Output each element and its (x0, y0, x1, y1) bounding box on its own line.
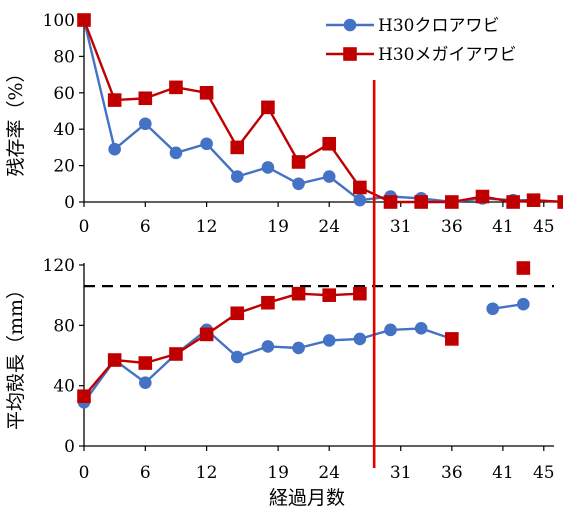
x-tick-label: 36 (441, 463, 463, 483)
data-point-square (353, 180, 367, 195)
survival-rate-panel: 0 20 40 60 80 100 0 6 12 19 24 31 36 41 45 残存率（%） H30クロア… (5, 11, 563, 237)
data-point-square (445, 332, 459, 346)
x-tick-label: 0 (79, 217, 90, 237)
data-point-square (261, 100, 275, 115)
y-tick-label: 100 (43, 11, 75, 31)
data-point-circle (108, 142, 121, 156)
series-line (83, 292, 360, 397)
data-point-circle (353, 193, 367, 207)
data-point-square (261, 295, 275, 310)
data-point-circle (139, 117, 152, 131)
data-point-square (230, 306, 245, 321)
legend-label: H30クロアワビ (378, 16, 499, 36)
y-tick-label: 80 (53, 47, 75, 67)
data-point-square (557, 195, 563, 209)
data-point-circle (517, 297, 530, 311)
x-tick-label: 31 (390, 463, 412, 483)
data-point-square (353, 286, 367, 301)
y-axis-title: 残存率（%） (5, 63, 27, 176)
data-point-square (199, 327, 214, 342)
data-point-square (475, 189, 490, 204)
y-tick-label: 120 (43, 256, 75, 276)
data-point-square (77, 13, 91, 27)
data-point-circle (384, 323, 397, 337)
data-point-square (506, 195, 520, 209)
x-tick-label: 41 (492, 463, 514, 483)
data-point-circle (322, 334, 336, 347)
y-tick-label: 0 (64, 193, 75, 213)
data-point-square (516, 261, 531, 275)
data-point-circle (414, 322, 428, 335)
legend-marker-circle (343, 18, 357, 32)
data-point-circle (261, 340, 275, 353)
x-tick-label: 24 (318, 217, 340, 237)
data-point-square (77, 389, 91, 404)
data-point-square (169, 80, 183, 95)
data-point-square (138, 356, 153, 370)
x-tick-label: 45 (533, 217, 555, 237)
data-point-square (445, 195, 459, 209)
data-point-circle (292, 177, 305, 191)
legend-label: H30メガイアワビ (378, 45, 516, 65)
y-tick-label: 40 (53, 120, 75, 140)
data-point-square (138, 91, 153, 106)
x-tick-label: 12 (196, 463, 218, 483)
y-tick-label: 40 (53, 377, 75, 397)
data-point-square (199, 86, 214, 100)
data-point-circle (139, 376, 152, 389)
data-point-square (291, 286, 306, 301)
y-tick-label: 80 (53, 316, 75, 336)
data-point-square (526, 193, 541, 207)
y-tick-label: 0 (64, 437, 75, 457)
x-tick-label: 45 (533, 463, 555, 483)
data-point-circle (353, 332, 367, 346)
x-axis-title: 経過月数 (269, 487, 345, 509)
x-tick-label: 19 (267, 463, 289, 483)
data-point-square (383, 195, 398, 209)
x-tick-label: 31 (390, 217, 412, 237)
legend-marker-square (343, 47, 357, 61)
x-tick-label: 6 (140, 463, 151, 483)
data-point-circle (486, 302, 499, 316)
data-point-circle (230, 350, 244, 364)
x-tick-label: 41 (492, 217, 514, 237)
x-tick-label: 0 (79, 463, 90, 483)
data-point-circle (322, 170, 336, 183)
data-point-circle (292, 341, 305, 355)
data-point-square (291, 155, 306, 169)
y-tick-label: 60 (53, 84, 75, 104)
data-point-circle (200, 137, 213, 151)
data-point-square (322, 136, 337, 151)
data-point-square (414, 195, 428, 209)
x-tick-label: 19 (267, 217, 289, 237)
data-point-square (107, 353, 122, 367)
x-tick-label: 36 (441, 217, 463, 237)
shell-length-panel: 0 40 80 120 0 6 12 19 24 31 36 41 45 平均殻長（mm） 経過月数 (5, 256, 555, 509)
data-point-circle (169, 146, 183, 160)
data-point-circle (230, 170, 244, 183)
y-tick-label: 20 (53, 157, 75, 177)
data-point-circle (261, 161, 275, 174)
data-point-square (107, 93, 122, 107)
x-tick-label: 6 (140, 217, 151, 237)
data-point-square (169, 347, 183, 361)
y-axis-title: 平均殻長（mm） (5, 280, 27, 430)
data-point-square (322, 288, 337, 302)
x-tick-label: 12 (196, 217, 218, 237)
data-point-square (230, 140, 245, 155)
x-tick-label: 24 (318, 463, 340, 483)
